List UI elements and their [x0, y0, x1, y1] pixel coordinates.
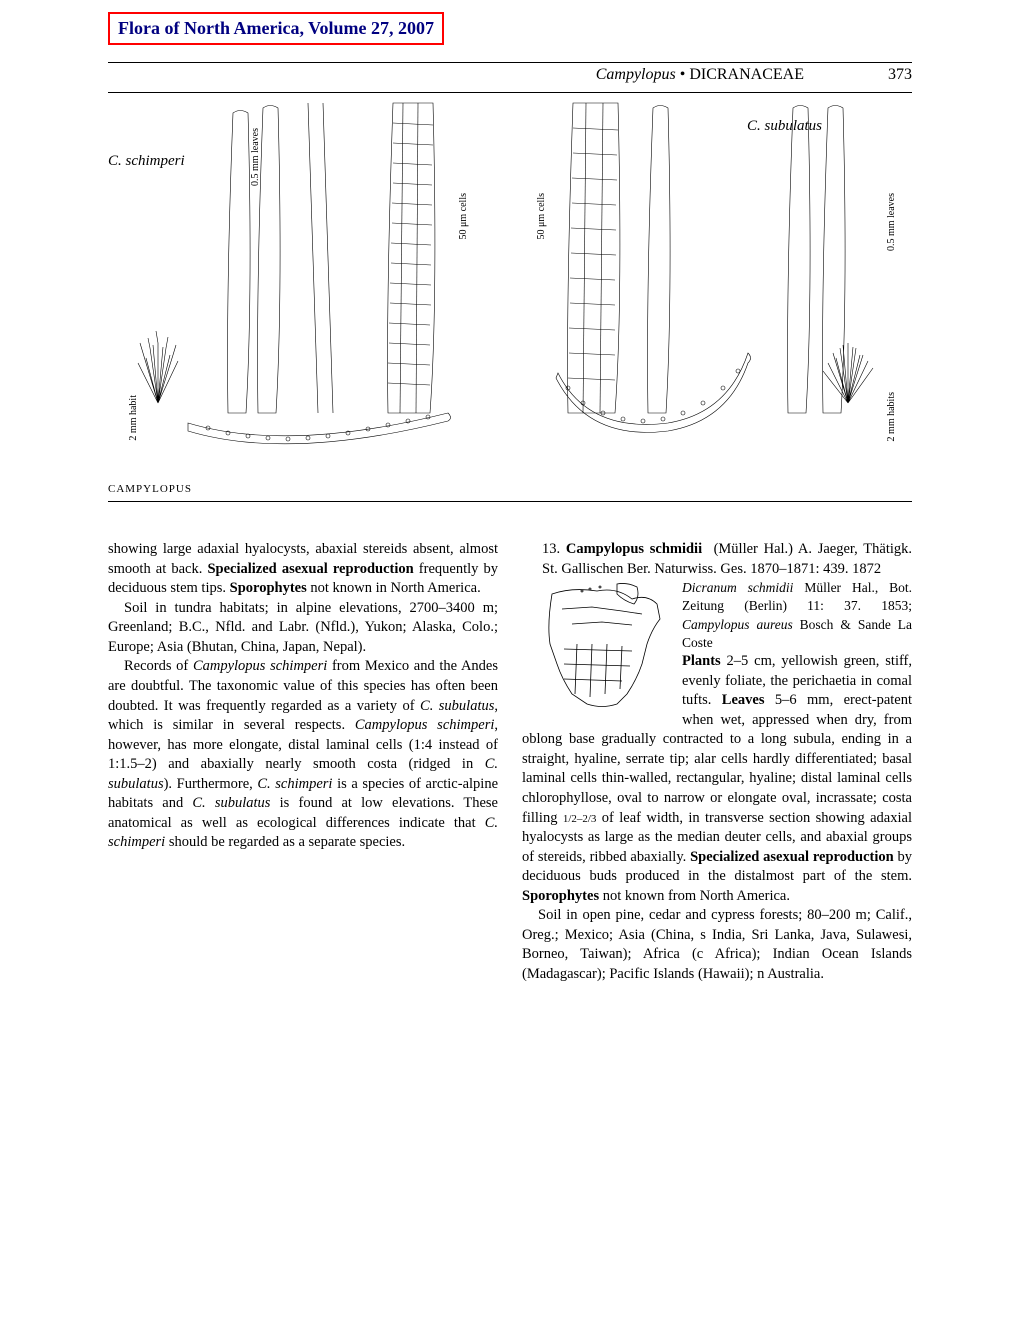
header-separator: •: [680, 66, 690, 83]
running-header: Campylopus • DICRANACEAE 373: [596, 66, 912, 84]
header-rule: [108, 62, 912, 63]
illustration-plate: C. schimperi C. subulatus 2 mm habit 0.5…: [108, 92, 912, 502]
species-label-right: C. subulatus: [747, 118, 822, 135]
header-genus: Campylopus: [596, 66, 676, 83]
discussion-paragraph: Records of Campylopus schimperi from Mex…: [108, 657, 498, 853]
plate-caption: CAMPYLOPUS: [108, 483, 192, 495]
species-entry: 13. Campylopus schmidii (Müller Hal.) A.…: [522, 540, 912, 985]
right-column: 13. Campylopus schmidii (Müller Hal.) A.…: [522, 540, 912, 985]
scale-leaves-right: 0.5 mm leaves: [886, 193, 897, 251]
page-number: 373: [888, 66, 912, 83]
title-box: Flora of North America, Volume 27, 2007: [108, 12, 444, 45]
scale-cells-right: 50 μm cells: [536, 193, 547, 239]
scale-leaves-left: 0.5 mm leaves: [250, 128, 261, 186]
botanical-illustration: [108, 93, 912, 473]
left-column: showing large adaxial hyalocysts, abaxia…: [108, 540, 498, 985]
habitat-paragraph-right: Soil in open pine, cedar and cypress for…: [522, 906, 912, 984]
scale-cells-left: 50 μm cells: [458, 193, 469, 239]
header-family: DICRANACEAE: [689, 66, 804, 83]
scale-habit-left: 2 mm habit: [128, 395, 139, 441]
distribution-map: [522, 579, 672, 719]
habitat-paragraph: Soil in tundra habitats; in alpine eleva…: [108, 599, 498, 658]
paragraph-continuation: showing large adaxial hyalocysts, abaxia…: [108, 540, 498, 599]
body-text: showing large adaxial hyalocysts, abaxia…: [108, 540, 912, 985]
species-heading: 13. Campylopus schmidii (Müller Hal.) A.…: [522, 540, 912, 579]
species-label-left: C. schimperi: [108, 153, 185, 170]
scale-habits-right: 2 mm habits: [886, 392, 897, 441]
